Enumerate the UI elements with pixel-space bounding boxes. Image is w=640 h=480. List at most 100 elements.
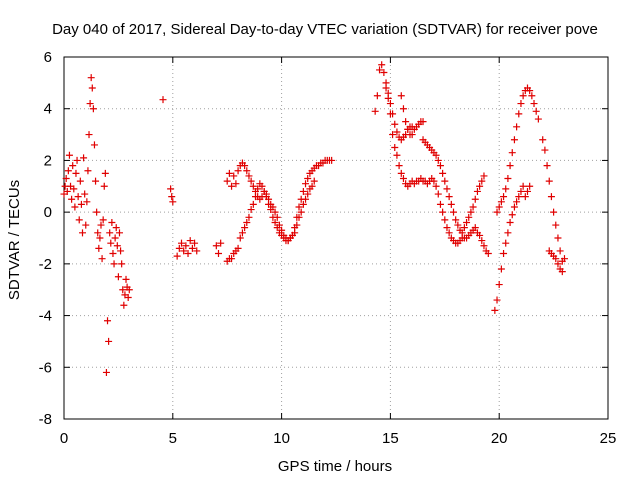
data-point: [554, 260, 562, 268]
data-point: [465, 213, 473, 221]
data-point: [497, 198, 505, 206]
data-point: [443, 224, 451, 232]
data-point: [217, 239, 225, 247]
data-point: [510, 136, 518, 144]
data-point: [260, 187, 268, 195]
data-point: [83, 198, 91, 206]
data-point: [114, 273, 122, 281]
data-point: [119, 286, 127, 294]
data-point: [120, 301, 128, 309]
data-point: [262, 193, 270, 201]
data-point: [111, 234, 119, 242]
data-point: [167, 185, 175, 193]
data-point: [491, 306, 499, 314]
y-tick-label: -4: [39, 308, 52, 325]
y-axis-label: SDTVAR / TECUs: [6, 180, 23, 300]
data-point: [212, 242, 220, 250]
data-point: [80, 154, 88, 162]
data-point: [441, 177, 449, 185]
data-point: [404, 125, 412, 133]
x-tick-label: 20: [491, 430, 508, 447]
grid-lines: [64, 57, 608, 419]
data-point: [108, 218, 116, 226]
data-point: [304, 190, 312, 198]
data-point: [515, 193, 523, 201]
x-axis-label: GPS time / hours: [278, 458, 392, 475]
data-point: [502, 239, 510, 247]
data-point: [391, 144, 399, 151]
data-point: [506, 218, 514, 226]
data-point: [78, 229, 86, 237]
data-point: [504, 175, 512, 183]
data-point: [493, 208, 501, 216]
y-tick-label: 2: [44, 152, 52, 169]
data-point: [234, 244, 242, 252]
data-point: [478, 177, 486, 185]
data-point: [86, 100, 94, 108]
y-axis: -8 -6 -4 -2 0 2 4 6: [39, 49, 608, 428]
data-point: [558, 268, 566, 276]
data-point: [188, 244, 196, 252]
data-point: [109, 250, 117, 258]
data-point: [434, 190, 442, 198]
data-point: [159, 96, 167, 104]
data-point: [124, 293, 132, 301]
data-point: [526, 87, 534, 95]
data-point: [441, 216, 449, 224]
data-point: [101, 169, 109, 177]
data-point: [373, 92, 381, 100]
data-point: [223, 177, 231, 185]
data-point: [371, 107, 379, 115]
data-point: [399, 175, 407, 183]
data-point: [228, 182, 236, 190]
data-point: [291, 229, 299, 237]
plot-frame: [63, 56, 609, 420]
data-point: [480, 172, 488, 180]
data-point: [439, 169, 447, 177]
data-point: [214, 250, 222, 258]
data-point: [234, 167, 242, 175]
data-point: [236, 234, 244, 242]
data-point: [508, 211, 516, 219]
data-point: [273, 224, 281, 232]
data-point: [100, 182, 108, 190]
data-point: [90, 141, 98, 149]
data-point: [75, 216, 83, 224]
data-point: [184, 250, 192, 258]
data-point: [107, 239, 115, 247]
data-point: [386, 110, 394, 118]
data-point: [541, 146, 549, 154]
data-point: [484, 250, 492, 258]
data-point: [71, 203, 79, 211]
data-point: [62, 175, 70, 183]
data-point: [87, 74, 95, 82]
data-point: [547, 193, 555, 201]
data-point: [88, 84, 96, 92]
data-point: [247, 206, 255, 214]
data-point: [517, 187, 525, 195]
data-point: [247, 177, 255, 185]
data-point: [393, 151, 401, 159]
data-point: [384, 94, 392, 102]
data-point: [84, 167, 92, 175]
data-point: [408, 131, 416, 139]
data-point: [473, 187, 481, 195]
data-point: [96, 234, 104, 242]
data-point: [269, 213, 277, 221]
data-point: [380, 69, 388, 77]
data-point: [230, 172, 238, 180]
data-point: [478, 237, 486, 245]
data-point: [193, 247, 201, 255]
data-point: [560, 255, 568, 263]
data-point: [502, 185, 510, 193]
data-point: [243, 167, 251, 175]
data-point: [122, 275, 130, 283]
data-point: [110, 260, 118, 268]
data-point: [432, 182, 440, 190]
y-tick-label: -2: [39, 256, 52, 273]
data-point: [432, 151, 440, 159]
data-point: [532, 107, 540, 115]
data-point: [82, 221, 90, 229]
data-point: [523, 187, 531, 195]
